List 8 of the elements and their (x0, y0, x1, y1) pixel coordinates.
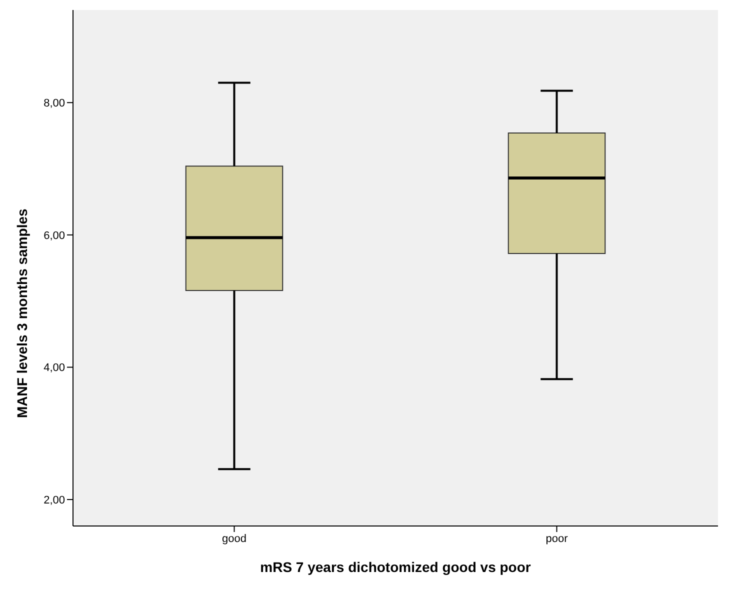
x-tick-label: good (222, 532, 246, 545)
y-tick-label: 6,00 (44, 230, 65, 242)
y-tick-label: 4,00 (44, 362, 65, 374)
y-axis-title: MANF levels 3 months samples (14, 208, 30, 418)
x-axis-title: mRS 7 years dichotomized good vs poor (260, 559, 532, 575)
x-tick-label: poor (546, 532, 568, 545)
y-tick-label: 2,00 (44, 494, 65, 506)
y-tick-label: 8,00 (44, 98, 65, 110)
